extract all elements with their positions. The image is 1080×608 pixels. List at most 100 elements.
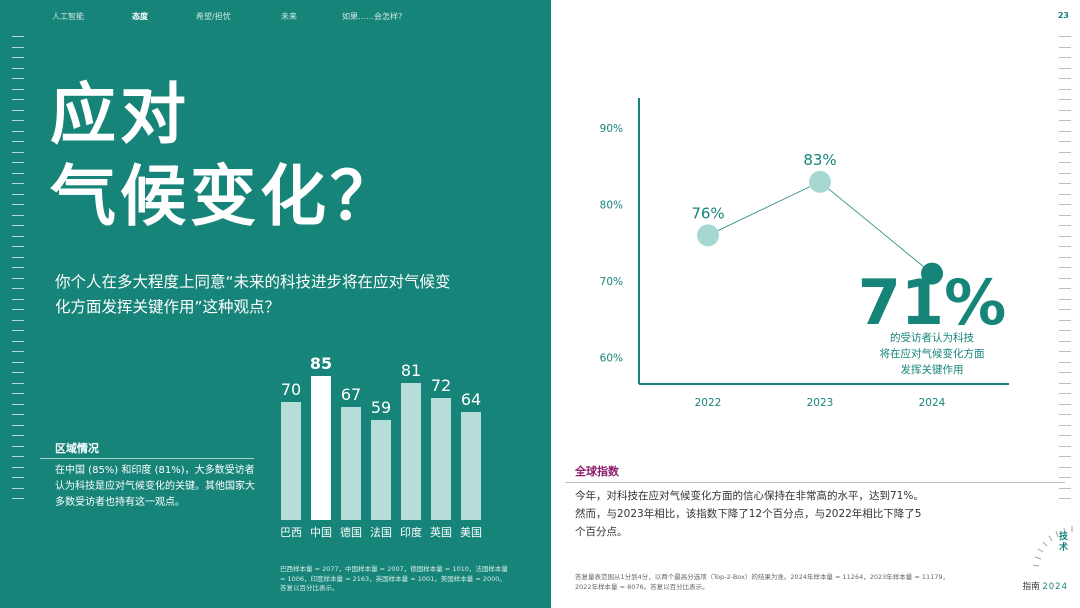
ruler-tick [1059,298,1071,300]
ruler-tick [12,214,24,216]
data-point [697,224,719,247]
ruler-tick [12,424,24,426]
ruler-tick [12,267,24,268]
bar-5 [431,398,451,520]
region-divider [40,458,254,459]
y-tick-label: 90% [600,123,623,135]
ruler-tick [1059,46,1071,48]
global-index-title: 全球指数 [575,465,619,478]
bar-value-label: 81 [400,360,422,380]
ruler-tick [12,36,24,37]
ruler-tick [1059,109,1071,111]
nav-item-future[interactable]: 未来 [281,12,297,21]
ruler-tick [12,151,24,153]
ruler-tick [1059,151,1071,153]
ruler-tick [12,130,24,132]
country-bar-chart: 70 巴西 85 中国 67 德国 59 法国 81 印度 72 英国 64 美国 [276,354,491,560]
x-tick-label: 2023 [807,397,834,409]
ruler-tick [1059,267,1071,268]
nav-item-what-if[interactable]: 如果……会怎样? [342,12,403,21]
ruler-tick [1059,361,1071,363]
top-nav: 人工智能 态度 希望/担忧 未来 如果……会怎样? [0,11,551,25]
ruler-tick [1059,214,1071,216]
ruler-tick [1059,67,1071,69]
big-value-caption: 发挥关键作用 [901,363,964,376]
ruler-tick [1059,424,1071,426]
global-index-text: 今年，对科技在应对气候变化方面的信心保持在非常高的水平，达到71%。然而，与20… [575,490,924,538]
ruler-tick [12,466,24,468]
bar-value-label: 59 [370,398,392,418]
ruler-tick [1059,498,1071,499]
ruler-tick [1059,183,1071,184]
bar-category-label: 德国 [340,526,362,539]
page-title-line2: 气候变化？ [50,158,400,235]
bar-0 [281,401,301,520]
ruler-tick [12,309,24,310]
ruler-tick [1059,414,1071,415]
ruler-tick [1059,78,1071,79]
line-chart-sample-note: 答复量表范围从1分到4分，以两个最高分选项（Top-2-Box）的结果为准。20… [575,573,950,591]
brand-guide-year: 2024 [1042,582,1068,592]
ruler-tick [1059,120,1071,121]
ruler-tick [12,246,24,247]
ruler-tick [1059,235,1071,237]
y-tick-label: 60% [600,353,623,365]
bar-category-label: 印度 [400,526,422,539]
ruler-tick [12,46,24,48]
ruler-tick [1059,141,1071,142]
bar-value-label: 72 [430,376,452,396]
page-number: 23 [1057,11,1069,20]
big-value-caption: 的受访者认为科技 [890,331,974,344]
ruler-tick [12,78,24,79]
nav-item-hopes-worries[interactable]: 希望/担忧 [196,12,231,21]
bar-6 [461,411,481,520]
ruler-tick [12,487,24,489]
bar-chart-sample-note: 巴西样本量 = 2077，中国样本量 = 2007，德国样本量 = 1010，法… [280,565,508,592]
ruler-tick [12,88,24,90]
ruler-tick [1059,309,1071,310]
global-index-line-chart: 60% 70% 80% 90% 2022 2023 2024 76% 83% 71%的受访者认为科… [600,98,1009,409]
nav-item-attitude[interactable]: 态度 [132,12,148,21]
ruler-tick [12,183,24,184]
right-page: 23 60% 70% 80% 90% 2022 2023 2024 76% 83% 71% 的受访者… [551,0,1080,608]
bar-category-label: 中国 [310,526,332,539]
page-title-line1: 应对 [50,76,190,153]
right-ruler-ticks [1059,36,1071,509]
ruler-tick [12,225,24,226]
bar-value-label: 64 [460,389,482,409]
ruler-tick [12,414,24,415]
data-label: 76% [691,204,724,222]
ruler-tick [12,288,24,289]
region-text: 在中国 (85%) 和印度 (81%)，大多数受访者认为科技是应对气候变化的关键… [55,465,255,508]
ruler-tick [12,172,24,174]
ruler-tick [12,235,24,237]
ruler-tick [12,277,24,279]
ruler-tick [1059,435,1071,436]
bar-3 [371,420,391,520]
series-line [707,181,933,274]
brand-dial-icon [1032,526,1073,567]
ruler-tick [1059,319,1071,321]
ruler-tick [12,204,24,205]
big-value: 71% [858,266,1006,339]
ruler-tick [12,99,24,100]
ruler-tick [12,372,24,373]
y-tick-label: 80% [600,200,623,212]
ruler-tick [12,193,24,195]
ruler-tick [12,141,24,142]
ruler-tick [12,351,24,352]
bar-value-label: 85 [309,354,333,374]
y-tick-label: 70% [600,276,623,288]
nav-item-ai[interactable]: 人工智能 [52,12,84,21]
bar-2 [341,406,361,520]
data-point [921,262,943,285]
survey-question: 你个人在多大程度上同意“未来的科技进步将在应对气候变化方面发挥关键作用”这种观点… [55,273,451,316]
ruler-tick [1059,130,1071,132]
x-tick-label: 2024 [919,397,946,409]
bar-value-label: 67 [340,384,362,404]
left-ruler-ticks [12,36,24,509]
global-index-divider [565,482,1065,483]
ruler-tick [12,403,24,405]
ruler-tick [12,393,24,394]
bar-category-label: 美国 [460,526,482,539]
